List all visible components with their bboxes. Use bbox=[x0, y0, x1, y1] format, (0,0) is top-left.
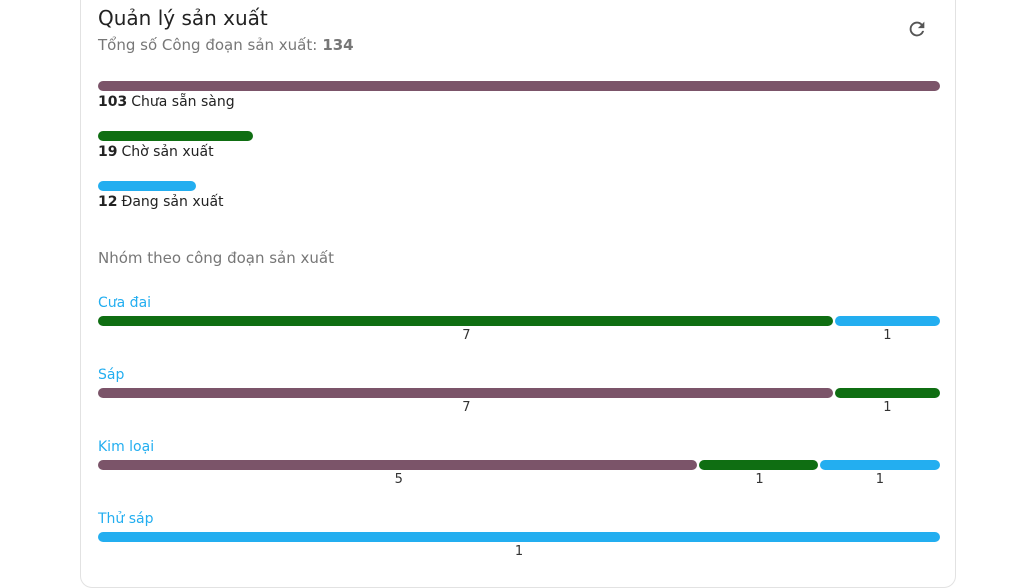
group-name: Cưa đai bbox=[98, 295, 152, 311]
segment-value: 1 bbox=[883, 400, 892, 415]
status-bar bbox=[98, 131, 254, 141]
status-name: Đang sản xuất bbox=[121, 194, 224, 210]
status-bar bbox=[98, 81, 940, 91]
segment-bar bbox=[98, 532, 940, 542]
status-count: 19 bbox=[98, 144, 118, 160]
status-count: 12 bbox=[98, 194, 118, 210]
segment-bar bbox=[819, 460, 940, 470]
status-label: 12 Đang sản xuất bbox=[98, 194, 224, 210]
segment-value: 7 bbox=[462, 328, 471, 343]
subtitle: Tổng số Công đoạn sản xuất: 134 bbox=[98, 36, 354, 54]
segment-value: 1 bbox=[514, 544, 524, 559]
segment-value: 5 bbox=[394, 472, 403, 487]
segment-value: 1 bbox=[883, 328, 892, 343]
segment-bar bbox=[699, 460, 818, 470]
status-name: Chờ sản xuất bbox=[121, 144, 214, 160]
group-name: Thử sáp bbox=[98, 511, 154, 527]
segment-value: 7 bbox=[462, 400, 471, 415]
segment-bar bbox=[98, 460, 698, 470]
segment-bar bbox=[834, 316, 940, 326]
subtitle-text: Tổng số Công đoạn sản xuất: bbox=[98, 36, 318, 54]
status-count: 103 bbox=[98, 94, 128, 110]
total: 134 bbox=[322, 36, 354, 54]
segment-value: 1 bbox=[875, 472, 884, 487]
segment-bar bbox=[98, 316, 833, 326]
status-name: Chưa sẵn sàng bbox=[131, 94, 235, 110]
group-name: Kim loại bbox=[98, 439, 155, 455]
status-label: 19 Chờ sản xuất bbox=[98, 144, 214, 160]
segment-bar bbox=[834, 388, 940, 398]
groups-title: Nhóm theo công đoạn sản xuất bbox=[98, 249, 334, 267]
status-label: 103 Chưa sẵn sàng bbox=[98, 94, 235, 110]
status-bar bbox=[98, 181, 197, 191]
segment-bar bbox=[98, 388, 833, 398]
segment-value: 1 bbox=[755, 472, 764, 487]
page: Quản lý sản xuất Tổng số Công đoạn sản x… bbox=[80, 0, 956, 588]
group-name: Sáp bbox=[98, 367, 125, 383]
refresh-button[interactable] bbox=[906, 18, 928, 40]
title: Quản lý sản xuất bbox=[98, 6, 268, 30]
